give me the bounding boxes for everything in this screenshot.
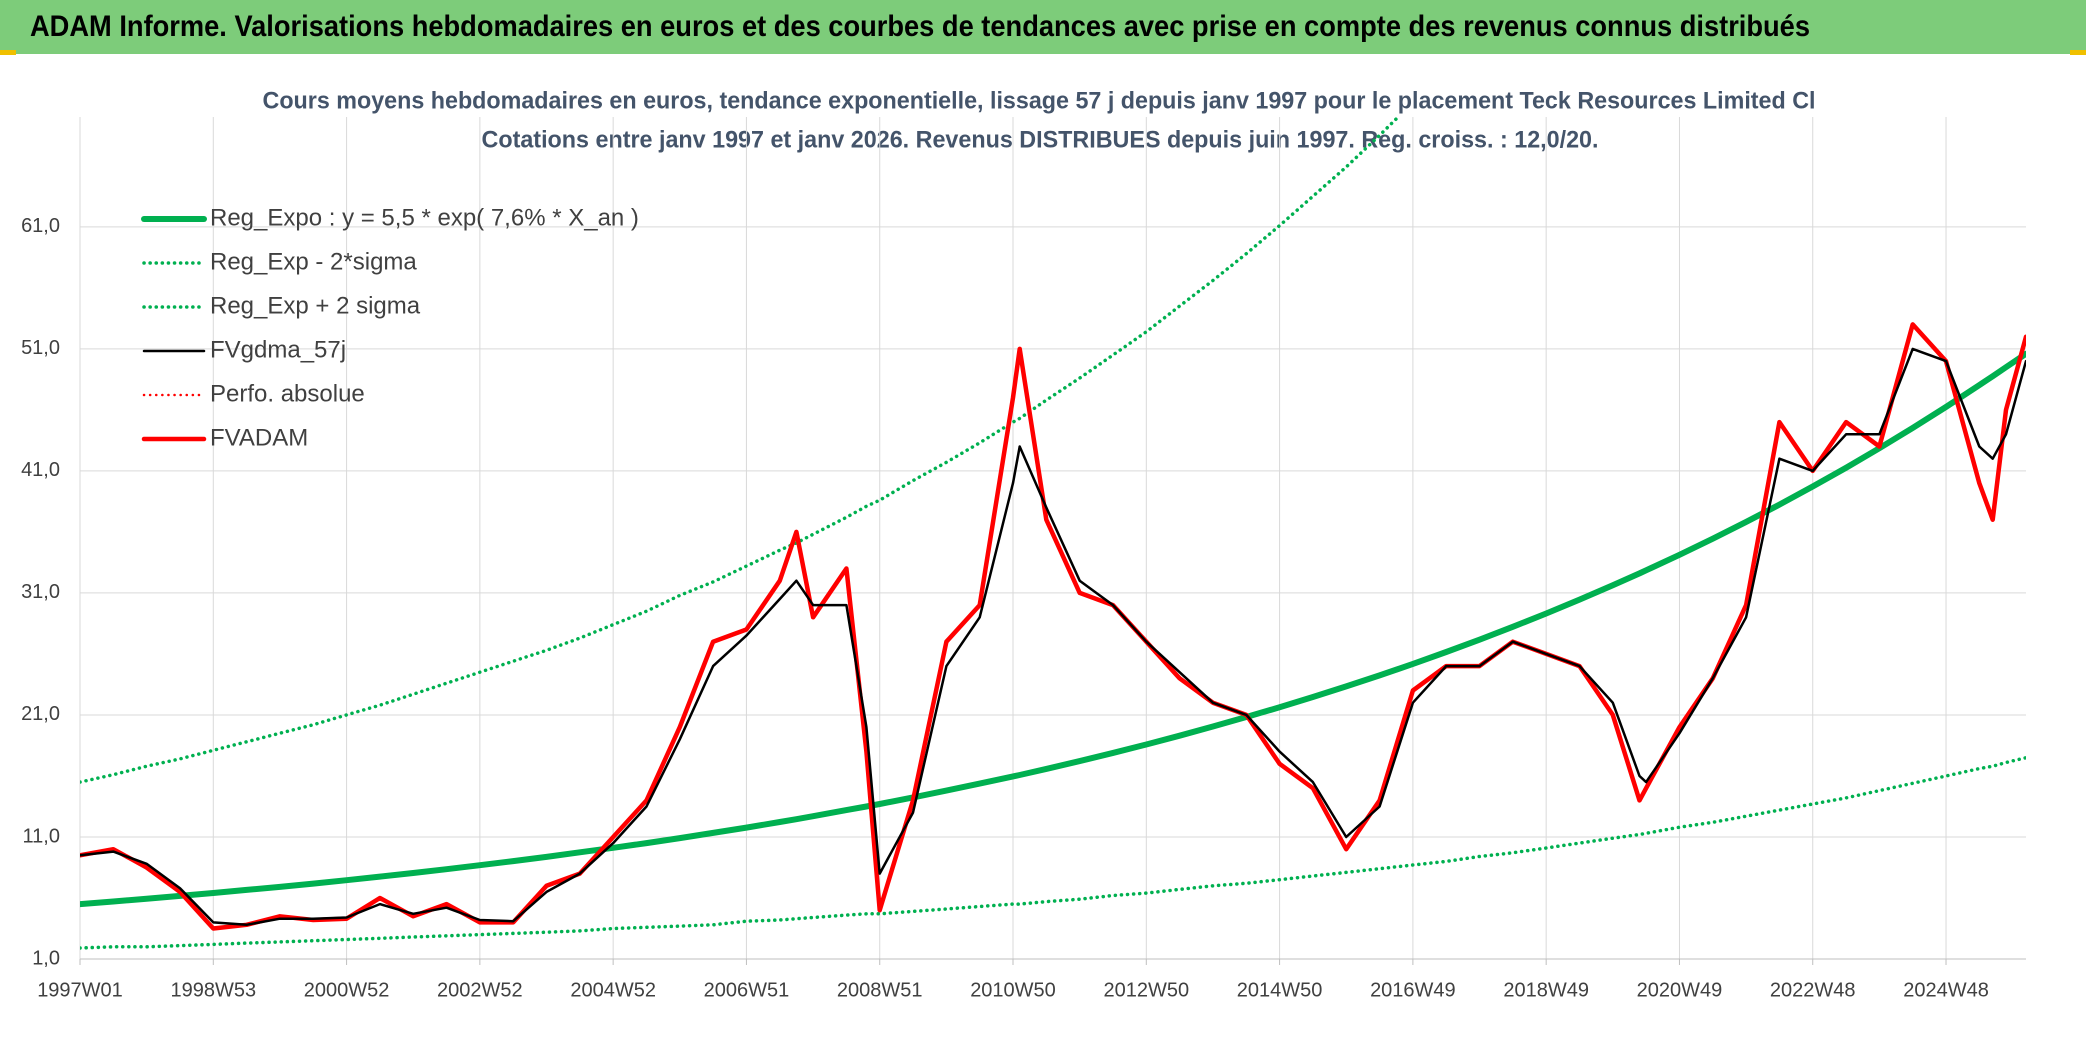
x-tick-label: 2020W49: [1637, 979, 1723, 1001]
y-tick-label: 21,0: [21, 703, 60, 725]
banner-title: ADAM Informe. Valorisations hebdomadaire…: [30, 10, 1810, 43]
y-tick-label: 61,0: [21, 215, 60, 237]
x-tick-label: 2016W49: [1370, 979, 1456, 1001]
x-tick-label: 1998W53: [170, 979, 256, 1001]
corner: [2070, 50, 2086, 55]
y-tick-label: 51,0: [21, 337, 60, 359]
x-tick-label: 2002W52: [437, 979, 523, 1001]
x-tick-label: 2014W50: [1237, 979, 1323, 1001]
plot-area: [80, 117, 2026, 950]
x-tick-label: 2010W50: [970, 979, 1056, 1001]
x-tick-label: 2004W52: [570, 979, 656, 1001]
x-tick-label: 2008W51: [837, 979, 923, 1001]
x-tick-label: 2018W49: [1503, 979, 1589, 1001]
legend-label: Reg_Expo : y = 5,5 * exp( 7,6% * X_an ): [210, 204, 639, 231]
x-tick-label: 2006W51: [704, 979, 790, 1001]
axes: 1,0 11,0 21,0 31,0 41,0 51,0 61,0 1997W01 1998W5…: [21, 215, 2026, 1001]
x-tick-label: 2024W48: [1903, 979, 1989, 1001]
y-tick-label: 11,0: [23, 825, 60, 847]
y-tick-label: 1,0: [32, 947, 60, 969]
legend: Reg_Expo : y = 5,5 * exp( 7,6% * X_an ) R…: [141, 204, 639, 451]
series-line: [80, 350, 2026, 908]
x-tick-label: 1997W01: [37, 979, 123, 1001]
legend-label: Reg_Exp - 2*sigma: [210, 248, 417, 275]
series-line: [80, 322, 2026, 931]
x-tick-label: 2022W48: [1770, 979, 1856, 1001]
legend-label: FVgdma_57j: [210, 336, 346, 363]
legend-label: Reg_Exp + 2 sigma: [210, 292, 421, 319]
x-tick-label: 2000W52: [304, 979, 390, 1001]
legend-label: FVADAM: [210, 424, 308, 451]
y-tick-label: 41,0: [21, 459, 60, 481]
y-tick-label: 31,0: [21, 581, 60, 603]
chart-subtitle: Cotations entre janv 1997 et janv 2026. …: [482, 126, 1599, 153]
legend-label: Perfo. absolue: [210, 380, 365, 407]
x-tick-label: 2012W50: [1103, 979, 1189, 1001]
series-line: [80, 347, 2026, 927]
series-line: [80, 755, 2026, 950]
corner: [0, 50, 16, 55]
banner: [0, 0, 2086, 54]
chart-subtitle: Cours moyens hebdomadaires en euros, ten…: [263, 87, 1816, 114]
grid: [79, 117, 2026, 960]
